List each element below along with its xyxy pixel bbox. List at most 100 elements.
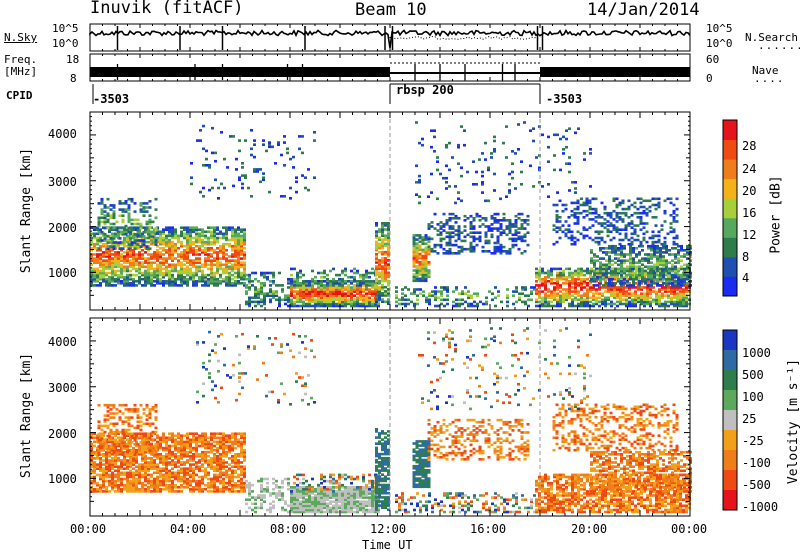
heatmap-cell [222, 255, 225, 258]
heatmap-cell [201, 284, 204, 287]
heatmap-cell [434, 292, 437, 295]
heatmap-cell [208, 166, 211, 169]
heatmap-cell [384, 265, 387, 268]
heatmap-cell [326, 302, 329, 306]
heatmap-cell [114, 479, 117, 483]
heatmap-cell [454, 239, 458, 243]
heatmap-cell [192, 242, 195, 246]
heatmap-cell [90, 273, 93, 277]
heatmap-cell [120, 280, 123, 283]
heatmap-cell [550, 304, 553, 308]
heatmap-cell [683, 249, 686, 252]
heatmap-cell [608, 271, 611, 275]
vel-cb-m500: -500 [742, 478, 771, 492]
heatmap-cell [595, 267, 598, 271]
heatmap-cell [111, 257, 114, 260]
heatmap-cell [485, 300, 488, 304]
heatmap-cell [313, 139, 316, 142]
heatmap-cell [317, 292, 320, 295]
heatmap-cell [585, 199, 589, 203]
heatmap-cell [96, 253, 99, 256]
heatmap-cell [248, 302, 251, 306]
heatmap-cell [111, 483, 114, 487]
heatmap-cell [228, 275, 231, 279]
heatmap-cell [356, 296, 359, 300]
heatmap-cell [135, 244, 138, 248]
heatmap-cell [180, 242, 183, 246]
heatmap-cell [599, 247, 602, 250]
heatmap-cell [148, 218, 152, 222]
heatmap-cell [508, 221, 512, 224]
heatmap-cell [487, 168, 490, 172]
heatmap-cell [311, 296, 314, 300]
heatmap-cell [668, 269, 671, 273]
heatmap-cell [195, 284, 198, 287]
heatmap-cell [586, 267, 589, 271]
heatmap-cell [365, 269, 368, 273]
heatmap-cell [365, 302, 368, 306]
heatmap-cell [627, 216, 631, 219]
heatmap-cell [427, 269, 431, 272]
heatmap-cell [332, 302, 335, 306]
heatmap-cell [165, 280, 168, 283]
heatmap-cell [658, 298, 661, 302]
nsearch-line [389, 35, 541, 41]
cpid-seg-2: rbsp 200 [396, 83, 454, 97]
heatmap-cell [171, 249, 174, 252]
heatmap-cell [565, 282, 568, 285]
heatmap-cell [606, 220, 610, 223]
heatmap-cell [415, 250, 419, 254]
heatmap-cell [672, 209, 676, 213]
heatmap-cell [412, 246, 416, 250]
heatmap-cell [195, 273, 198, 277]
xtick-2: 08:00 [270, 522, 307, 536]
heatmap-cell [123, 242, 126, 246]
heatmap-cell [520, 170, 523, 174]
heatmap-cell [421, 236, 425, 239]
heatmap-cell [608, 244, 611, 248]
heatmap-cell [189, 249, 192, 252]
heatmap-cell [424, 238, 428, 241]
heatmap-cell [577, 282, 580, 285]
heatmap-cell [544, 304, 547, 308]
heatmap-cell [619, 290, 622, 293]
heatmap-cell [523, 121, 526, 124]
heatmap-cell [439, 221, 443, 224]
heatmap-cell [103, 233, 107, 236]
heatmap-cell [651, 216, 655, 219]
heatmap-cell [347, 286, 350, 289]
heatmap-cell [243, 261, 246, 264]
heatmap-cell [147, 249, 150, 252]
heatmap-cell [475, 183, 478, 186]
heatmap-cell [93, 477, 96, 481]
heatmap-cell [154, 239, 158, 242]
heatmap-cell [362, 273, 365, 277]
heatmap-cell [132, 249, 135, 252]
heatmap-cell [592, 298, 595, 302]
heatmap-cell [658, 296, 661, 300]
heatmap-cell [296, 300, 299, 304]
heatmap-cell [153, 284, 156, 287]
heatmap-cell [141, 255, 144, 258]
heatmap-cell [442, 225, 446, 228]
heatmap-cell [192, 282, 195, 285]
heatmap-cell [638, 271, 641, 275]
heatmap-cell [323, 275, 326, 279]
heatmap-cell [114, 469, 117, 473]
heatmap-cell [454, 201, 457, 205]
heatmap-cell [133, 239, 137, 242]
heatmap-cell [213, 257, 216, 260]
heatmap-cell [436, 229, 440, 232]
heatmap-cell [589, 273, 592, 277]
heatmap-cell [611, 284, 614, 287]
heatmap-cell [153, 269, 156, 273]
heatmap-cell [127, 226, 131, 230]
heatmap-cell [616, 275, 619, 279]
heatmap-cell [374, 302, 377, 306]
heatmap-cell [580, 304, 583, 308]
heatmap-cell [647, 271, 650, 275]
heatmap-cell [455, 304, 458, 308]
heatmap-cell [323, 286, 326, 289]
heatmap-cell [198, 232, 201, 236]
heatmap-cell [263, 296, 266, 300]
